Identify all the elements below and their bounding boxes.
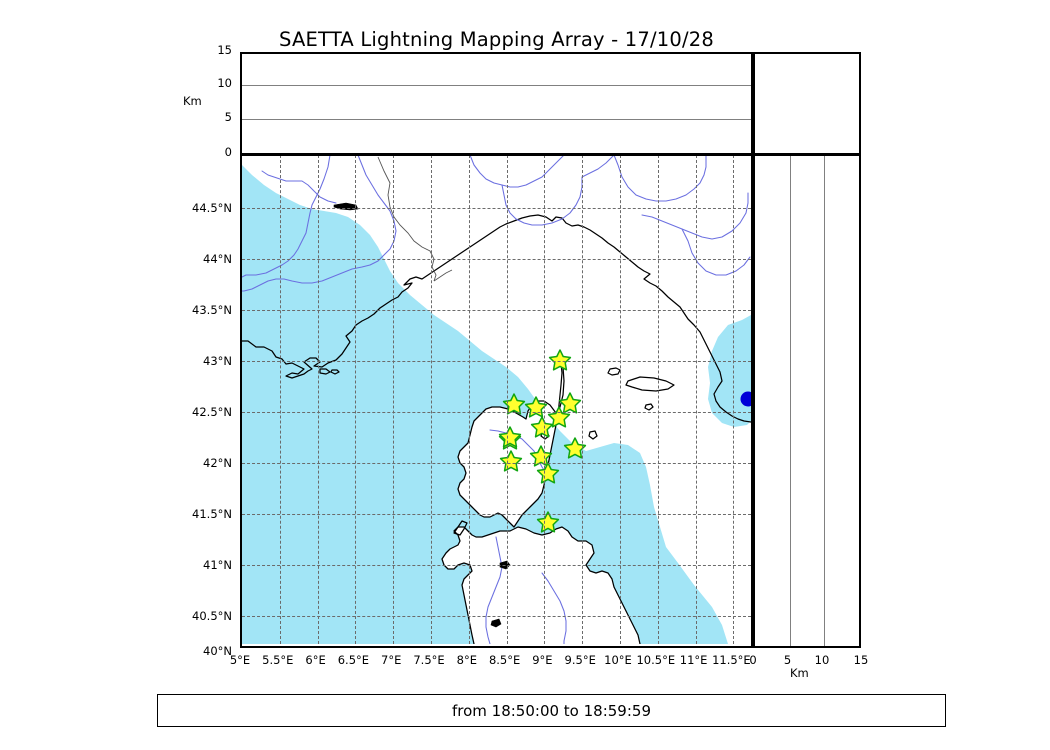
page-title: SAETTA Lightning Mapping Array - 17/10/2…	[279, 28, 714, 51]
gridline-distance-5	[789, 155, 791, 646]
border-line-2	[433, 269, 453, 282]
station-star[interactable]	[529, 445, 553, 467]
station-star[interactable]	[502, 393, 526, 415]
ytick-altitude-15: 15	[217, 43, 232, 57]
altitude-longitude-panel	[240, 52, 753, 155]
coastline-island-pianosa	[644, 403, 654, 411]
river-tiber	[613, 155, 707, 202]
river-durance	[261, 170, 337, 204]
station-star[interactable]	[536, 462, 560, 484]
time-range-text: from 18:50:00 to 18:59:59	[451, 701, 651, 720]
river-tirso-sardinia	[485, 536, 503, 644]
river-arno	[581, 155, 615, 178]
station-star[interactable]	[530, 416, 554, 438]
ytick-altitude-5: 5	[224, 110, 232, 124]
land-island-capraia	[608, 368, 620, 375]
coastline-island-elba	[625, 376, 675, 392]
xtick-lon-8.5: 8.5°E	[488, 653, 521, 667]
xtick-lon-11: 11°E	[679, 653, 708, 667]
axis-label-altitude-km: Km	[183, 94, 202, 108]
latitude-distance-panel	[753, 155, 861, 648]
xtick-lon-8: 8°E	[456, 653, 477, 667]
station-star[interactable]	[499, 450, 523, 472]
ytick-lat-41: 41°N	[203, 558, 232, 572]
xtick-distance-0: 0	[749, 653, 757, 667]
land-mainland	[242, 155, 751, 644]
station-markers	[498, 349, 587, 533]
land-sardinia	[442, 527, 640, 644]
gridline-distance-10	[824, 155, 826, 646]
ytick-lat-42: 42°N	[203, 456, 232, 470]
axis-label-distance-km: Km	[790, 666, 809, 680]
ytick-lat-41.5: 41.5°N	[192, 507, 232, 521]
coastline-islands-hyeres	[319, 368, 331, 375]
border-line-1	[377, 156, 437, 282]
xtick-lon-10: 10°E	[604, 653, 632, 667]
station-star[interactable]	[547, 406, 571, 428]
coastline-sardinia	[441, 526, 641, 644]
ytick-lat-43: 43°N	[203, 354, 232, 368]
xtick-distance-15: 15	[853, 653, 869, 667]
station-star[interactable]	[548, 349, 572, 371]
station-star[interactable]	[558, 392, 582, 414]
panel-divider-horizontal	[240, 152, 861, 156]
station-star[interactable]	[524, 396, 548, 418]
ytick-lat-44: 44°N	[203, 252, 232, 266]
ytick-lat-44.5: 44.5°N	[192, 201, 232, 215]
xtick-lon-5: 5°E	[229, 653, 251, 667]
river-po-1	[469, 155, 565, 188]
time-range-box: from 18:50:00 to 18:59:59	[157, 694, 946, 727]
coastline-asinara	[453, 520, 468, 536]
xtick-lon-9: 9°E	[532, 653, 553, 667]
coastline-island-montecristo	[588, 430, 598, 440]
altitude-histogram-panel	[753, 52, 861, 155]
panel-divider-vertical-map	[751, 155, 754, 648]
river-coghinas-sardinia	[541, 572, 567, 644]
station-star[interactable]	[536, 511, 560, 533]
gridline-altitude-5	[242, 119, 751, 121]
ytick-lat-40.5: 40.5°N	[192, 609, 232, 623]
xtick-lon-10.5: 10.5°E	[636, 653, 676, 667]
station-star[interactable]	[498, 426, 522, 448]
xtick-lon-6: 6°E	[305, 653, 326, 667]
coastline-mainland	[242, 214, 751, 423]
xtick-lon-9.5: 9.5°E	[564, 653, 596, 667]
ytick-altitude-0: 0	[224, 145, 232, 159]
ytick-lat-40: 40°N	[203, 644, 232, 658]
map-panel[interactable]	[240, 155, 753, 648]
gridline-altitude-10	[242, 85, 751, 87]
river-east-1	[681, 228, 751, 276]
river-var	[242, 155, 397, 292]
ytick-lat-42.5: 42.5°N	[192, 405, 232, 419]
ytick-lat-43.5: 43.5°N	[192, 303, 232, 317]
lightning-source-point[interactable]	[740, 391, 752, 407]
xtick-lon-5.5: 5.5°E	[262, 653, 294, 667]
river-rhone	[242, 155, 331, 278]
river-ombrone	[641, 192, 749, 240]
xtick-distance-10: 10	[814, 653, 830, 667]
xtick-lon-6.5: 6.5°E	[337, 653, 370, 667]
xtick-lon-11.5: 11.5°E	[712, 653, 751, 667]
xtick-lon-7: 7°E	[381, 653, 402, 667]
xtick-lon-7.5: 7.5°E	[413, 653, 445, 667]
lake-sardinia-2	[490, 618, 502, 628]
coastline-island-small-1	[330, 369, 340, 375]
map-svg	[242, 155, 751, 644]
coastline-island-capraia	[607, 367, 621, 376]
xtick-distance-5: 5	[783, 653, 792, 667]
panel-divider-vertical-top	[751, 52, 754, 155]
ytick-altitude-10: 10	[217, 76, 232, 90]
